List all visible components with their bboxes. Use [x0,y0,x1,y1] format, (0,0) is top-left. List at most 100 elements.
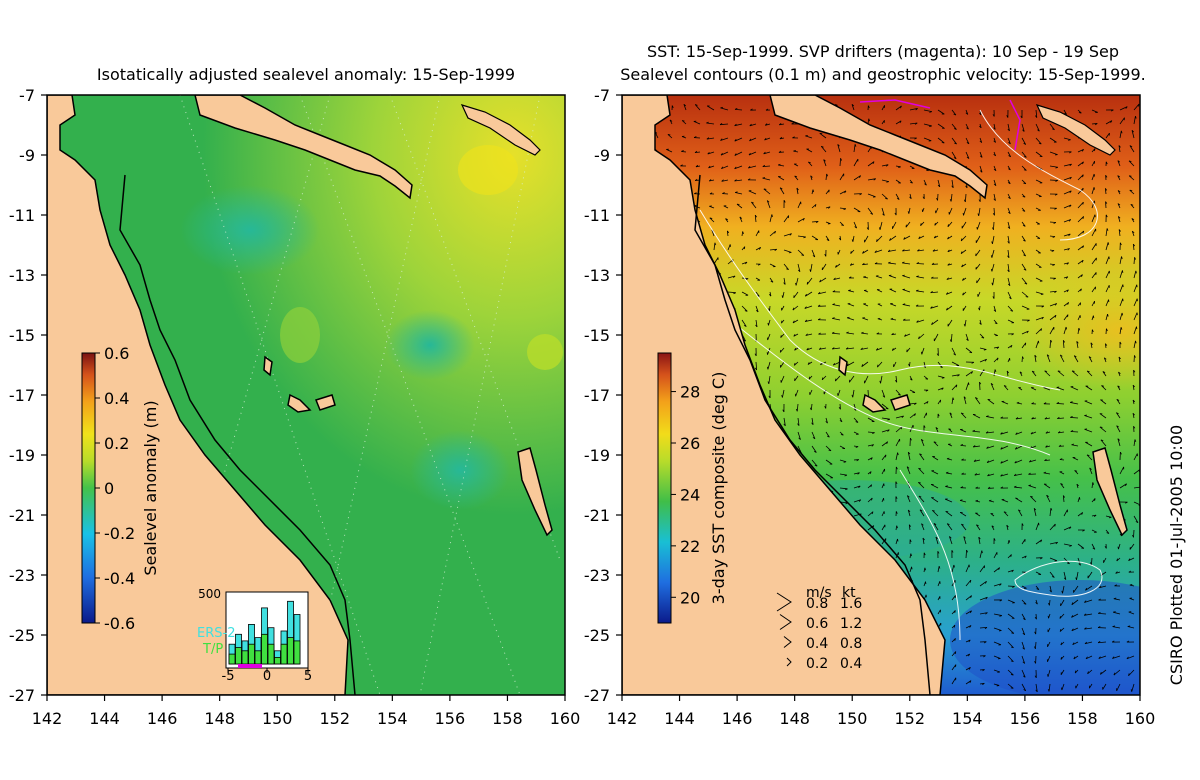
x-axis-tick-label: 152 [320,709,351,728]
velocity-arrow-head [821,377,824,380]
velocity-arrow-head [1113,611,1116,613]
y-axis-tick-label: -21 [584,506,610,525]
velocity-arrow [1021,342,1027,349]
velocity-arrow [877,361,883,368]
velocity-arrow-head [1044,417,1048,420]
velocity-arrow-head [1125,483,1127,487]
velocity-arrow [1105,313,1108,321]
velocity-arrow-head [978,307,980,311]
velocity-arrow [863,303,869,307]
velocity-arrow-head [1125,501,1128,504]
velocity-arrow [666,148,673,153]
velocity-arrow-head [914,137,917,140]
velocity-arrow-head [1126,656,1129,660]
velocity-arrow [1133,515,1139,523]
velocity-arrow [797,235,806,238]
velocity-arrow-head [1068,233,1071,237]
velocity-arrow [946,458,953,461]
velocity-arrow [951,374,960,377]
ssh-colorbar-label: Sealevel anomaly (m) [141,400,160,575]
velocity-arrow-head [1059,629,1062,632]
velocity-arrow [769,248,777,251]
y-axis-tick-label: -17 [584,386,610,405]
velocity-arrow [1007,641,1014,649]
velocity-arrow [1071,370,1079,377]
velocity-arrow-head [923,425,926,428]
velocity-arrow [1112,655,1121,659]
velocity-arrow-head [1014,460,1017,464]
velocity-arrow-head [962,278,964,281]
velocity-arrow-head [745,261,748,265]
velocity-arrow [1131,231,1135,237]
velocity-arrow [1116,399,1121,405]
velocity-arrow-head [744,310,748,312]
velocity-arrow-head [1082,230,1085,234]
velocity-arrow-head [975,499,979,502]
velocity-arrow-head [719,122,723,126]
velocity-arrow-head [1118,371,1121,374]
velocity-arrow [1133,270,1137,279]
velocity-arrow-head [979,140,983,143]
velocity-arrow-head [1010,660,1014,662]
velocity-arrow-head [870,484,873,488]
velocity-arrow [977,291,981,297]
velocity-arrow [946,523,953,531]
velocity-arrow [1021,627,1026,635]
velocity-arrow-head [957,374,960,377]
velocity-arrow-head [947,224,949,227]
velocity-arrow-head [802,218,805,221]
velocity-arrow [937,581,941,587]
velocity-arrow [1077,315,1081,321]
velocity-arrow-head [984,359,987,362]
velocity-arrow-head [828,449,832,452]
velocity-arrow-head [1125,106,1128,109]
velocity-arrow-head [960,251,963,254]
velocity-arrow [1000,445,1009,450]
velocity-arrow-head [971,371,973,374]
velocity-arrow [909,402,917,405]
velocity-arrow-head [1117,175,1120,178]
velocity-arrow [949,412,953,419]
velocity-arrow-head [709,217,713,219]
velocity-arrow-head [669,119,673,122]
velocity-arrow [762,165,771,168]
velocity-arrow [832,317,841,321]
velocity-arrow [1030,387,1037,391]
histogram-y-max-label: 500 [198,587,221,601]
new-guinea-landmass [769,95,988,200]
velocity-arrow [963,396,967,405]
velocity-arrow [1117,438,1121,447]
velocity-arrow-head [833,277,836,280]
velocity-arrow-head [877,317,881,320]
velocity-arrow [1133,468,1140,475]
velocity-arrow [1044,370,1051,377]
velocity-arrow-head [909,196,912,199]
velocity-arrow [867,525,875,531]
velocity-arrow-head [992,213,995,216]
velocity-arrow-head [929,125,932,127]
velocity-arrow [918,467,925,475]
velocity-arrow-head [846,331,849,334]
velocity-arrow-head [990,255,993,258]
velocity-arrow [932,249,939,252]
velocity-arrow-head [735,191,738,193]
colorbar-tick-label: 0.6 [104,344,129,363]
velocity-arrow [1105,120,1113,125]
velocity-arrow-head [1008,540,1011,543]
velocity-arrow-head [1094,498,1096,501]
velocity-arrow-head [1133,369,1136,373]
velocity-arrow-head [837,144,840,147]
velocity-arrow [1007,221,1011,229]
velocity-arrow-head [965,112,969,115]
velocity-arrow [1062,585,1065,594]
velocity-arrow [1007,207,1011,214]
velocity-arrow-head [793,362,796,366]
velocity-arrow [1119,117,1125,125]
velocity-arrow [945,486,953,489]
velocity-arrow [769,263,776,268]
velocity-arrow [923,109,932,113]
velocity-arrow-head [856,459,859,462]
velocity-arrow-head [918,481,921,484]
velocity-arrow [881,403,889,410]
velocity-arrow [1091,300,1095,307]
